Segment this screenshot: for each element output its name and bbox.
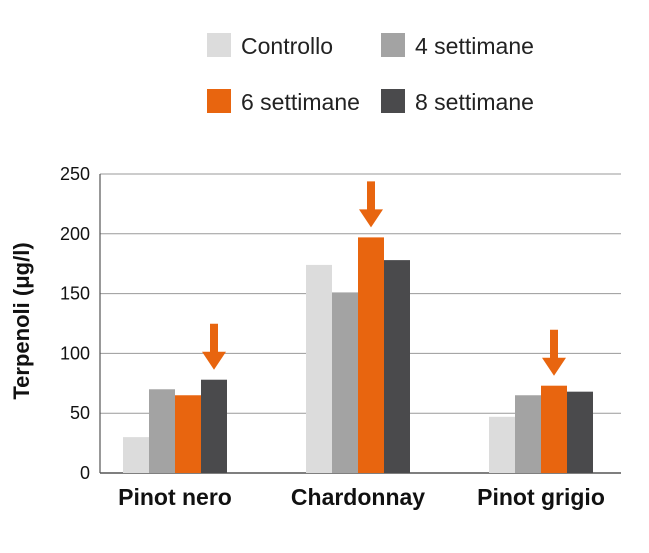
bar-controllo-chardonnay <box>306 264 332 473</box>
bar-6-settimane-chardonnay <box>358 237 384 473</box>
down-arrow-icon <box>359 181 383 228</box>
bar-4-settimane-pinot-grigio <box>515 395 541 473</box>
highlight-arrows <box>202 181 566 376</box>
legend-label: 8 settimane <box>415 89 534 115</box>
y-tick-label: 0 <box>80 463 90 483</box>
bar-8-settimane-pinot-grigio <box>567 391 593 473</box>
down-arrow-icon <box>542 329 566 376</box>
x-category-label: Pinot nero <box>118 484 232 510</box>
y-tick-label: 250 <box>60 164 90 184</box>
legend-label: Controllo <box>241 33 333 59</box>
y-axis-title: Terpenoli (μg/l) <box>9 242 34 399</box>
y-tick-label: 150 <box>60 284 90 304</box>
x-axis: Pinot nero Chardonnay Pinot grigio <box>118 484 605 510</box>
y-tick-label: 200 <box>60 224 90 244</box>
bar-4-settimane-pinot-nero <box>149 389 175 473</box>
bar-controllo-pinot-grigio <box>489 416 515 473</box>
bar-6-settimane-pinot-nero <box>175 395 201 473</box>
legend-swatch <box>207 89 231 113</box>
bar-4-settimane-chardonnay <box>332 292 358 473</box>
x-category-label: Chardonnay <box>291 484 425 510</box>
legend-label: 4 settimane <box>415 33 534 59</box>
legend-swatch <box>207 33 231 57</box>
bar-6-settimane-pinot-grigio <box>541 385 567 473</box>
legend-label: 6 settimane <box>241 89 360 115</box>
legend: Controllo 4 settimane 6 settimane 8 settima… <box>207 33 534 115</box>
x-category-label: Pinot grigio <box>477 484 605 510</box>
bars <box>123 237 593 473</box>
y-tick-label: 50 <box>70 403 90 423</box>
legend-swatch <box>381 33 405 57</box>
bar-8-settimane-chardonnay <box>384 260 410 473</box>
legend-swatch <box>381 89 405 113</box>
down-arrow-icon <box>202 323 226 370</box>
bar-controllo-pinot-nero <box>123 437 149 473</box>
y-tick-label: 100 <box>60 343 90 363</box>
y-axis: 0 50 100 150 200 250 <box>60 164 101 483</box>
bar-8-settimane-pinot-nero <box>201 379 227 473</box>
